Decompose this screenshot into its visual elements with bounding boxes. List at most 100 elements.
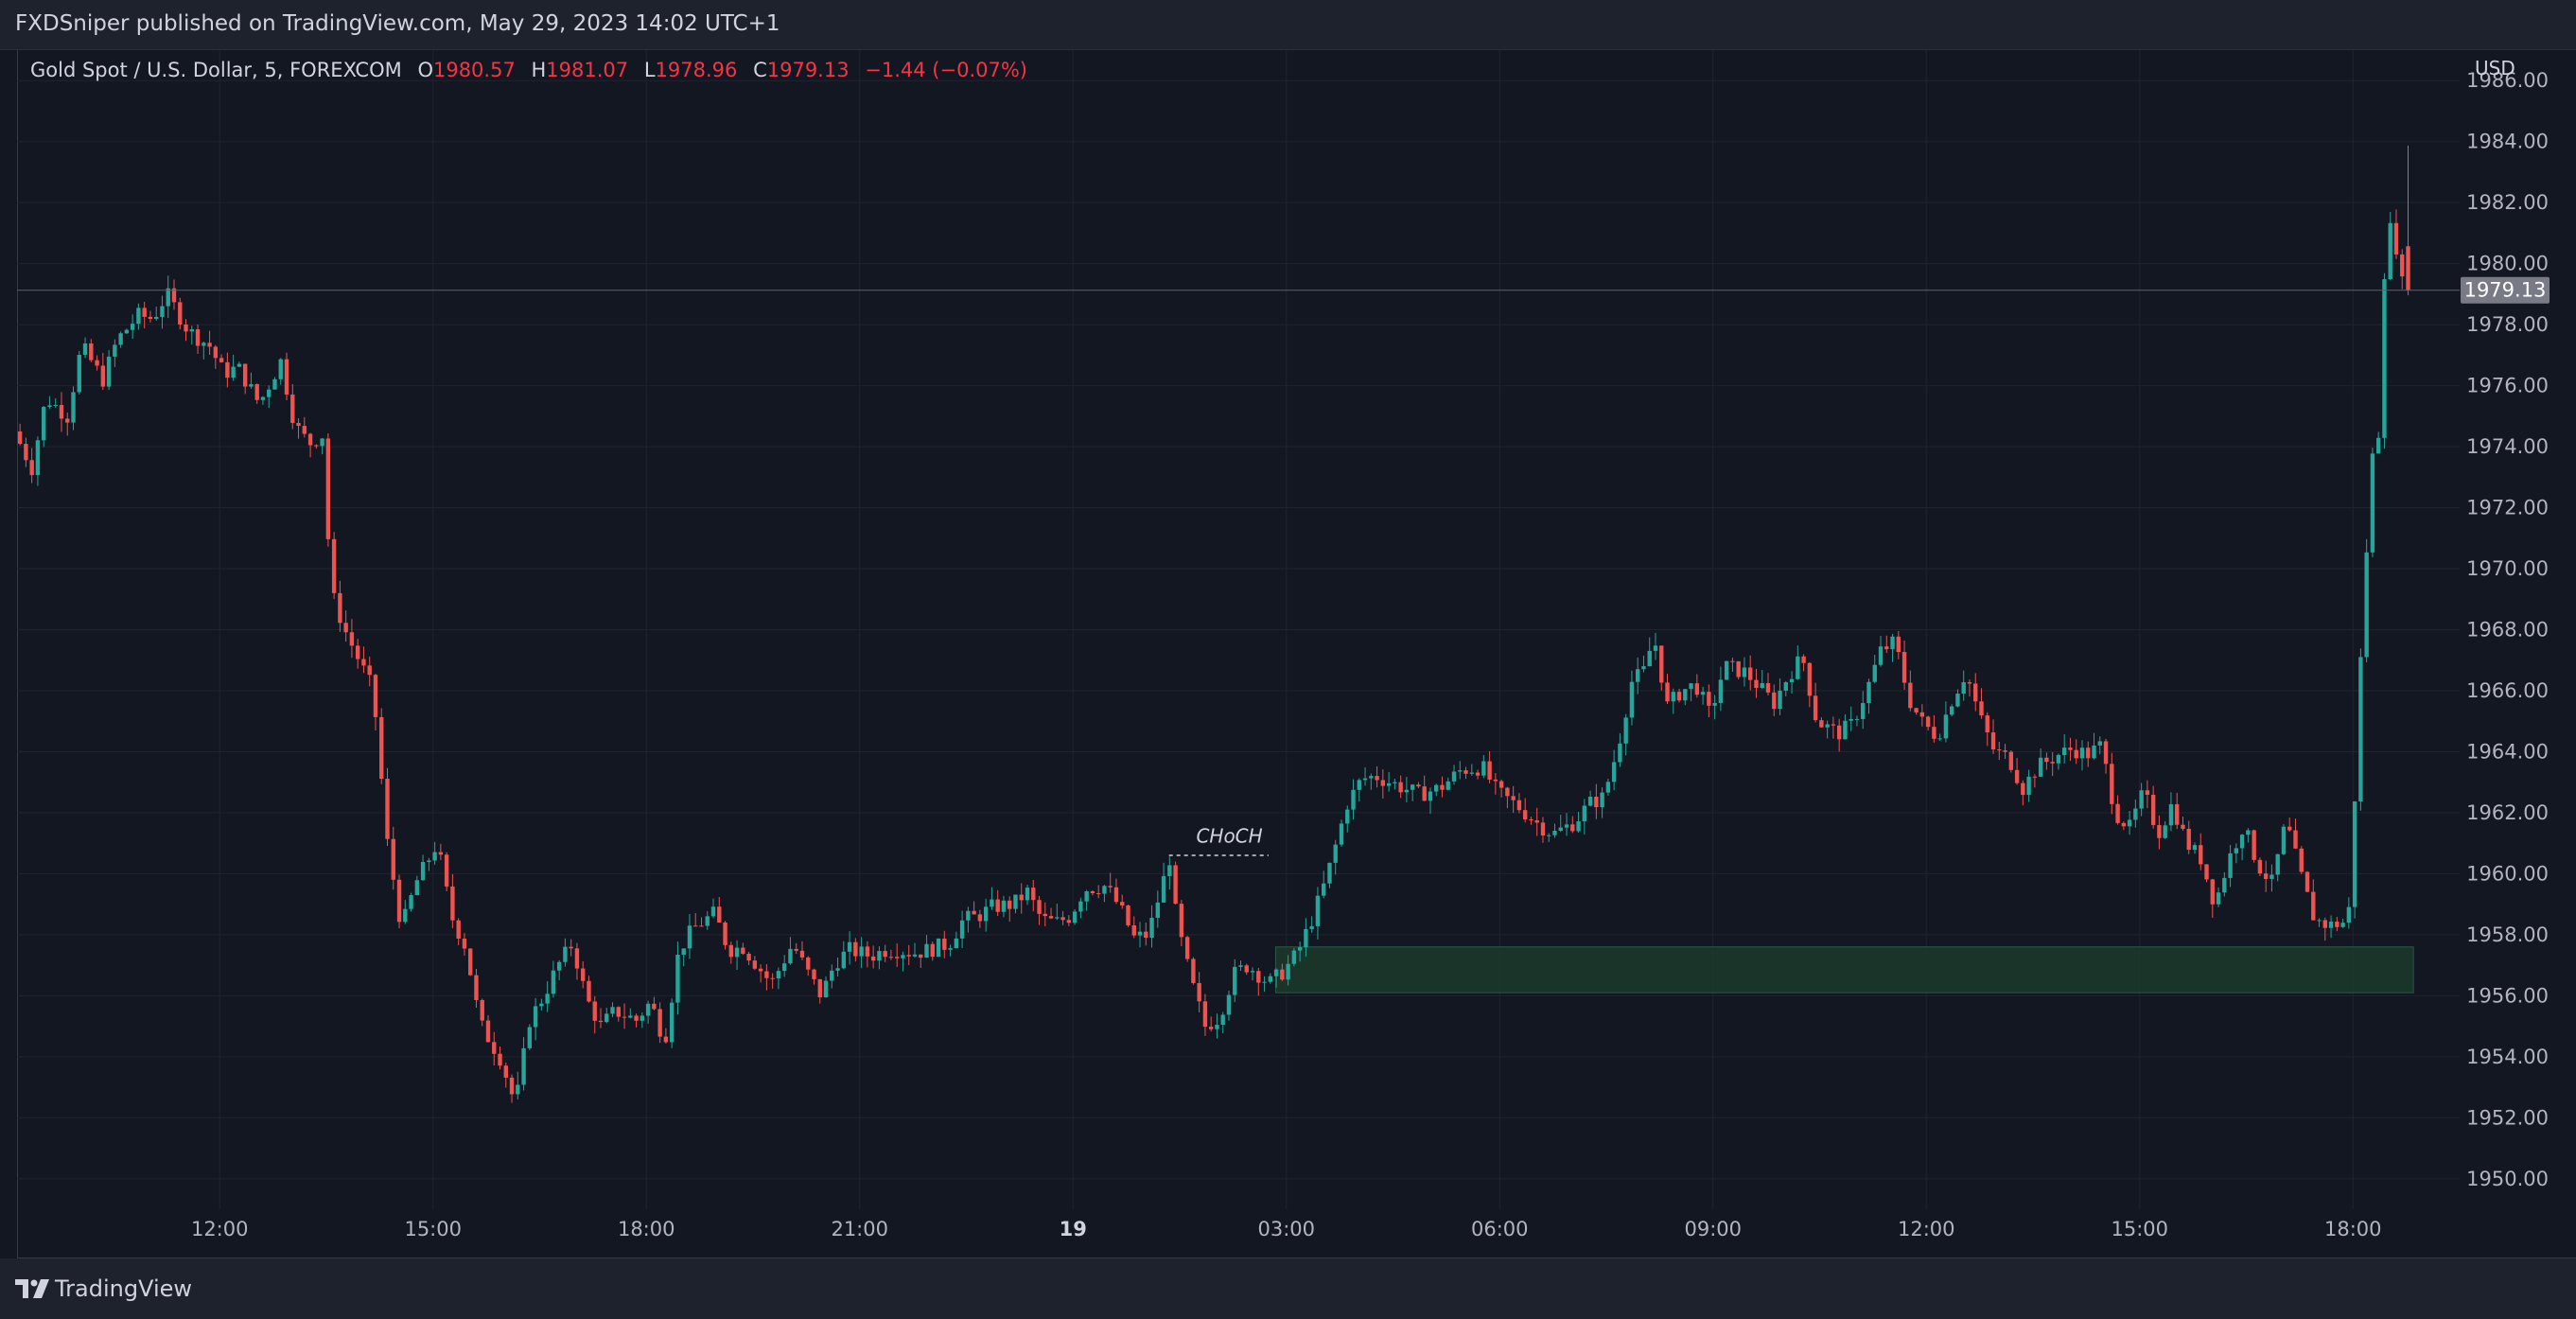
candle-body — [1932, 727, 1936, 739]
candle-body — [2335, 922, 2339, 927]
candle-body — [1635, 669, 1640, 682]
candle-body — [1522, 810, 1528, 819]
candle-body — [278, 359, 283, 379]
candle-body — [2056, 754, 2061, 764]
candle-body — [249, 384, 254, 387]
candle-body — [835, 968, 840, 971]
candle-body — [480, 999, 484, 1021]
candle-body — [1796, 656, 1800, 679]
tradingview-logo-icon[interactable] — [15, 1279, 51, 1298]
candle-body — [24, 444, 28, 461]
candle-body — [2157, 824, 2162, 838]
candle-body — [990, 899, 994, 907]
candle-body — [290, 394, 295, 423]
candle-body — [2008, 751, 2014, 770]
candle-body — [1090, 890, 1095, 893]
candle-body — [409, 895, 413, 909]
candle-body — [1410, 784, 1415, 790]
candle-body — [1440, 784, 1445, 790]
candle-body — [53, 405, 58, 407]
candle-body — [2003, 750, 2007, 752]
candle-body — [781, 963, 787, 972]
candle-body — [2228, 853, 2233, 878]
candlestick-chart[interactable]: CHoCH 1950.00 1952.00 1954.00 1956.00 1958.0… — [0, 0, 2576, 1258]
candle-body — [82, 343, 88, 356]
candle-body — [1244, 965, 1249, 973]
candle-body — [178, 302, 183, 325]
candle-body — [1493, 779, 1498, 782]
chart-pane[interactable] — [17, 50, 2576, 1258]
candle-body — [77, 355, 81, 393]
y-tick-label: 1984.00 — [2466, 131, 2549, 153]
candle-body — [1215, 1025, 1219, 1029]
candle-body — [1919, 712, 1925, 717]
symbol-title[interactable]: Gold Spot / U.S. Dollar, 5, FOREXCOM — [30, 59, 402, 81]
candle-body — [2014, 769, 2020, 783]
candle-body — [652, 1003, 657, 1010]
candle-body — [1582, 805, 1587, 822]
footer-bar — [0, 1258, 2576, 1319]
candle-body — [1671, 692, 1675, 702]
time-axis[interactable]: 12:00 15:00 18:00 21:00 19 03:00 06:00 09:00 12:… — [191, 1218, 2382, 1240]
candle-body — [467, 948, 473, 976]
candle-body — [645, 1003, 651, 1016]
candle-body — [361, 659, 366, 666]
candle-body — [202, 343, 206, 346]
candle-body — [414, 880, 420, 896]
candle-body — [1854, 718, 1860, 720]
candle-body — [705, 916, 710, 926]
candle-body — [166, 288, 170, 307]
candle-body — [1226, 994, 1232, 1015]
candle-body — [936, 938, 941, 958]
candle-body — [2092, 745, 2096, 759]
candle-body — [302, 426, 307, 434]
y-tick-label: 1962.00 — [2466, 801, 2549, 824]
candle-body — [2275, 853, 2280, 875]
y-tick-label: 1958.00 — [2466, 923, 2549, 946]
candle-body — [1315, 895, 1321, 926]
candle-body — [254, 384, 259, 400]
candle-body — [924, 943, 929, 958]
candle-body — [1066, 920, 1072, 923]
candle-body — [59, 405, 64, 419]
candle-body — [2062, 747, 2067, 755]
zones — [1274, 946, 2414, 994]
candle-body — [954, 938, 959, 949]
symbol-legend: Gold Spot / U.S. Dollar, 5, FOREXCOM O19… — [30, 59, 1027, 81]
candle-body — [1866, 681, 1871, 704]
candle-body — [2121, 822, 2127, 827]
candle-body — [1985, 715, 1989, 733]
tradingview-brand[interactable]: TradingView — [55, 1275, 193, 1302]
candle-body — [1202, 1001, 1208, 1028]
candle-body — [2168, 803, 2174, 826]
candle-body — [1973, 683, 1978, 702]
candle-body — [942, 938, 947, 950]
last-price-label: 1979.13 — [2464, 279, 2547, 302]
candle-body — [1113, 887, 1119, 903]
candle-body — [1428, 791, 1433, 801]
candle-body — [17, 431, 23, 445]
candle-body — [1256, 971, 1261, 983]
candle-body — [794, 948, 798, 951]
candle-body — [817, 978, 822, 998]
candle-body — [806, 957, 811, 970]
candle-body — [2097, 741, 2102, 746]
candle-body — [503, 1065, 508, 1078]
candle-body — [1849, 718, 1853, 721]
candle-body — [1001, 900, 1007, 912]
currency-label[interactable]: USD — [2475, 57, 2515, 79]
candle-body — [1890, 636, 1895, 650]
y-tick-label: 1982.00 — [2466, 191, 2549, 214]
candle-body — [2234, 848, 2239, 853]
candle-body — [1754, 679, 1759, 688]
candle-body — [1055, 917, 1060, 919]
candle-body — [2382, 279, 2387, 438]
y-tick-label: 1968.00 — [2466, 619, 2549, 642]
candle-body — [2199, 845, 2203, 865]
y-tick-label: 1952.00 — [2466, 1106, 2549, 1129]
candle-body — [225, 361, 230, 378]
candle-body — [1351, 789, 1356, 810]
price-axis[interactable]: 1950.00 1952.00 1954.00 1956.00 1958.00 1960.… — [2461, 69, 2550, 1190]
candle-body — [764, 971, 769, 978]
candle-body — [569, 946, 573, 949]
